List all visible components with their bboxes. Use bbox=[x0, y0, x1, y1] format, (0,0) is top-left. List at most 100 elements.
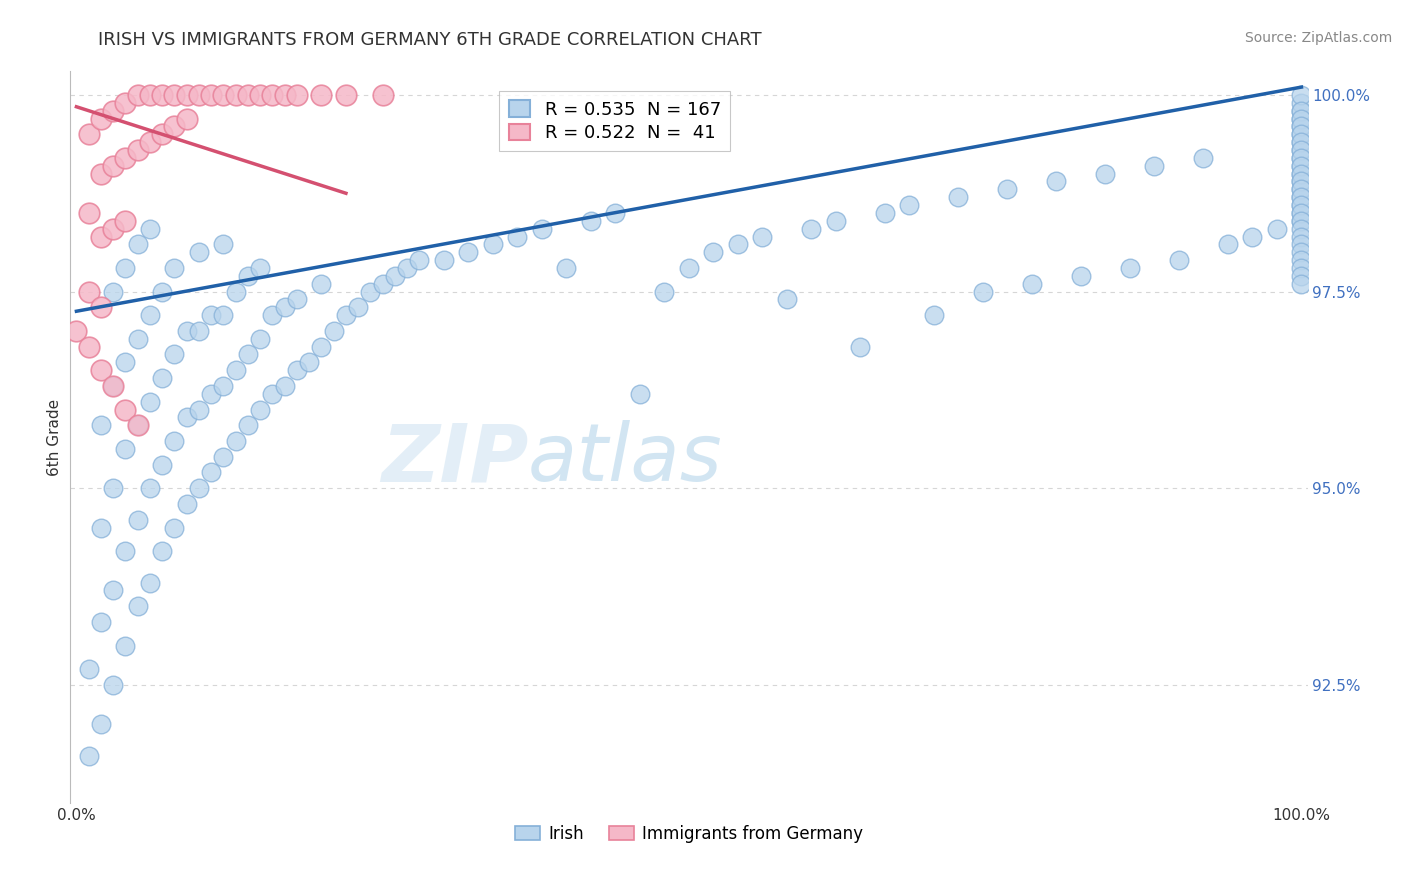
Point bbox=[1291, 120, 1313, 134]
Point bbox=[1216, 237, 1239, 252]
Point bbox=[359, 285, 381, 299]
Point bbox=[90, 301, 112, 315]
Point bbox=[1291, 221, 1313, 235]
Point bbox=[163, 434, 186, 448]
Point bbox=[1291, 112, 1313, 126]
Point bbox=[139, 308, 162, 322]
Point bbox=[114, 442, 136, 456]
Point bbox=[1291, 260, 1313, 275]
Point bbox=[114, 260, 136, 275]
Point bbox=[90, 520, 112, 534]
Point bbox=[678, 260, 700, 275]
Point bbox=[176, 324, 198, 338]
Point bbox=[139, 575, 162, 590]
Point bbox=[262, 87, 284, 102]
Point bbox=[1291, 87, 1313, 102]
Point bbox=[311, 340, 333, 354]
Point bbox=[249, 87, 271, 102]
Point bbox=[825, 214, 848, 228]
Point bbox=[127, 237, 149, 252]
Point bbox=[262, 308, 284, 322]
Point bbox=[1291, 159, 1313, 173]
Point bbox=[77, 662, 100, 676]
Point bbox=[127, 87, 149, 102]
Point bbox=[139, 481, 162, 495]
Point bbox=[922, 308, 945, 322]
Point bbox=[298, 355, 321, 369]
Point bbox=[163, 120, 186, 134]
Point bbox=[1291, 277, 1313, 291]
Text: atlas: atlas bbox=[529, 420, 723, 498]
Point bbox=[371, 277, 394, 291]
Point bbox=[101, 285, 124, 299]
Point bbox=[77, 206, 100, 220]
Point bbox=[371, 87, 394, 102]
Point bbox=[114, 214, 136, 228]
Point bbox=[1291, 103, 1313, 118]
Point bbox=[163, 260, 186, 275]
Point bbox=[530, 221, 553, 235]
Point bbox=[1291, 167, 1313, 181]
Point bbox=[1291, 198, 1313, 212]
Point bbox=[163, 87, 186, 102]
Point bbox=[1021, 277, 1043, 291]
Point bbox=[457, 245, 479, 260]
Point bbox=[90, 363, 112, 377]
Point bbox=[1291, 206, 1313, 220]
Point bbox=[1094, 167, 1116, 181]
Point bbox=[1291, 182, 1313, 196]
Point bbox=[225, 434, 247, 448]
Point bbox=[90, 717, 112, 731]
Point bbox=[127, 418, 149, 433]
Point bbox=[1291, 190, 1313, 204]
Point bbox=[1070, 268, 1092, 283]
Point bbox=[114, 355, 136, 369]
Point bbox=[898, 198, 921, 212]
Point bbox=[90, 167, 112, 181]
Point bbox=[200, 87, 222, 102]
Point bbox=[605, 206, 627, 220]
Point bbox=[347, 301, 370, 315]
Legend: Irish, Immigrants from Germany: Irish, Immigrants from Germany bbox=[508, 818, 870, 849]
Point bbox=[1291, 95, 1313, 110]
Point bbox=[249, 402, 271, 417]
Point bbox=[77, 285, 100, 299]
Point bbox=[225, 285, 247, 299]
Point bbox=[1291, 214, 1313, 228]
Point bbox=[101, 103, 124, 118]
Point bbox=[225, 363, 247, 377]
Point bbox=[1291, 245, 1313, 260]
Point bbox=[65, 324, 87, 338]
Point bbox=[150, 285, 173, 299]
Point bbox=[1291, 174, 1313, 188]
Point bbox=[114, 639, 136, 653]
Point bbox=[1291, 135, 1313, 149]
Point bbox=[127, 418, 149, 433]
Point bbox=[150, 544, 173, 558]
Point bbox=[77, 340, 100, 354]
Point bbox=[101, 678, 124, 692]
Point bbox=[200, 308, 222, 322]
Point bbox=[114, 151, 136, 165]
Point bbox=[150, 371, 173, 385]
Point bbox=[90, 229, 112, 244]
Point bbox=[127, 332, 149, 346]
Point bbox=[800, 221, 823, 235]
Point bbox=[1291, 237, 1313, 252]
Point bbox=[114, 402, 136, 417]
Point bbox=[506, 229, 529, 244]
Point bbox=[127, 599, 149, 614]
Point bbox=[1291, 103, 1313, 118]
Text: ZIP: ZIP bbox=[381, 420, 529, 498]
Point bbox=[212, 450, 235, 464]
Text: Source: ZipAtlas.com: Source: ZipAtlas.com bbox=[1244, 31, 1392, 45]
Point bbox=[948, 190, 970, 204]
Point bbox=[176, 410, 198, 425]
Point bbox=[335, 87, 357, 102]
Point bbox=[273, 379, 295, 393]
Point bbox=[1291, 174, 1313, 188]
Point bbox=[1291, 253, 1313, 268]
Point bbox=[702, 245, 724, 260]
Point bbox=[273, 301, 295, 315]
Point bbox=[212, 308, 235, 322]
